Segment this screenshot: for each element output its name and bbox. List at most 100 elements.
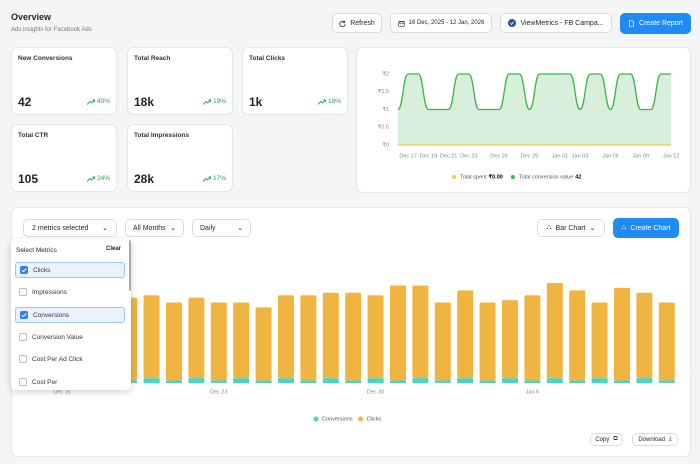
x-tick-label: Dec 17 — [399, 153, 416, 159]
bar-segment — [591, 302, 608, 379]
create-chart-button[interactable]: ⛬ Create Chart — [613, 218, 679, 238]
icon — [397, 20, 405, 27]
y-tick-label: ₹1.5 — [378, 88, 389, 95]
menu-item[interactable]: Conversion Value — [15, 330, 125, 346]
x-tick-label: Jan 01 — [552, 153, 569, 159]
bar-segment — [658, 380, 675, 383]
bar-segment — [569, 380, 586, 383]
bar-segment — [479, 302, 496, 381]
account-button[interactable]: ViewMetrics - FB Campa... — [500, 13, 612, 33]
bar-segment — [278, 295, 294, 379]
bar-segment — [188, 378, 205, 383]
bar-segment — [255, 380, 272, 383]
bar-segment — [434, 302, 451, 381]
bar-segment — [367, 378, 384, 383]
menu-item[interactable]: Cost Per Ad Click — [15, 352, 125, 368]
line — [397, 73, 672, 111]
x-tick-label: Dec 30 — [367, 389, 384, 395]
x-tick-label: Dec 23 — [210, 389, 227, 395]
refresh-button[interactable]: Refresh — [332, 13, 382, 33]
bar-segment — [569, 290, 586, 381]
menu-item[interactable]: Impressions — [15, 285, 125, 301]
legend-value: ₹0.00 — [489, 173, 503, 180]
stat-label: Total Reach — [134, 55, 171, 62]
button-label: Create Report — [639, 20, 683, 27]
stat-change: 18% — [317, 98, 341, 105]
menu-item[interactable]: Clicks — [15, 262, 125, 278]
bar-segment — [188, 297, 205, 379]
bar-segment — [233, 378, 250, 383]
bar-segment — [658, 302, 675, 381]
bar-segment — [546, 283, 563, 379]
stat-label: Total Impressions — [134, 132, 190, 139]
checkbox — [19, 355, 27, 364]
x-tick-label: Dec 19 — [420, 153, 437, 159]
stat-card: Total Reach 18k 19% — [127, 47, 233, 115]
chevron: ⌄ — [102, 225, 108, 232]
stat-card: Total CTR 105 24% — [11, 124, 117, 192]
scrollbar — [129, 239, 131, 291]
bar-segment — [502, 300, 518, 379]
clear-button[interactable]: Clear — [105, 246, 121, 252]
menu-item-label: Impressions — [32, 288, 68, 296]
legend-label: Total spent — [460, 174, 487, 180]
x-tick-label: Dec 21 — [440, 153, 457, 159]
change-label: 18% — [327, 98, 341, 105]
menu-title: Select Metrics — [16, 247, 57, 254]
stat-label: Total Clicks — [249, 55, 286, 62]
menu-item[interactable]: Cost Per — [15, 375, 125, 390]
bar-segment — [457, 378, 474, 383]
stat-change: 40% — [86, 98, 110, 105]
metric-menu: Select Metrics Clear Clicks Impressions Co… — [11, 239, 131, 390]
months-select[interactable]: All Months ⌄ — [125, 219, 184, 237]
bar-segment — [412, 378, 429, 383]
bar-segment — [524, 380, 541, 383]
select-label: 2 metrics selected — [32, 224, 89, 232]
stat-card: Total Clicks 1k 18% — [242, 47, 348, 115]
bar-segment — [502, 378, 518, 383]
create-report-button[interactable]: Create Report — [620, 13, 691, 34]
area-fill — [398, 74, 672, 145]
y-tick-label: ₹0.5 — [378, 124, 389, 131]
bar-segment — [322, 292, 339, 379]
menu-item[interactable]: Conversions — [15, 307, 125, 324]
interval-select[interactable]: Daily ⌄ — [192, 219, 251, 237]
legend-value: 42 — [575, 174, 581, 180]
metrics-select[interactable]: 2 metrics selected ⌄ — [23, 219, 117, 237]
bar-segment — [390, 380, 406, 383]
bar-segment — [233, 302, 250, 379]
change-label: 17% — [212, 175, 226, 182]
stat-value: 105 — [18, 172, 39, 186]
download-button[interactable]: Download ⤓ — [632, 433, 678, 446]
chevron: ⌄ — [589, 225, 596, 232]
button-label: Refresh — [350, 19, 375, 27]
bar-segment — [367, 295, 384, 379]
select-label: Bar Chart — [555, 224, 586, 232]
select-label: All Months — [133, 224, 166, 232]
page-title: Overview — [11, 12, 52, 22]
stat-card: Total Impressions 28k 17% — [127, 124, 233, 192]
bar-segment — [300, 380, 317, 383]
icon: ⛬ — [621, 224, 627, 231]
legend-marker — [358, 416, 364, 422]
stat-label: New Conversions — [18, 55, 73, 62]
chart-type-select[interactable]: ⛬ Bar Chart ⌄ — [537, 219, 605, 237]
date-range-button[interactable]: 16 Dec, 2025 - 12 Jan, 2026 — [390, 13, 492, 33]
copy-button[interactable]: Copy ⧉ — [590, 433, 623, 446]
bar-segment — [322, 378, 339, 383]
check-icon — [21, 268, 27, 273]
bar-segment — [591, 378, 608, 383]
change-label: 19% — [212, 98, 226, 105]
legend-marker — [452, 175, 456, 179]
trend-icon — [86, 99, 95, 105]
chevron: ⌄ — [237, 225, 243, 232]
bar-segment — [166, 380, 182, 383]
button-label: Copy — [595, 436, 610, 443]
legend-label: Clicks — [367, 416, 382, 422]
chart-card — [356, 47, 691, 193]
menu-item-label: Clicks — [33, 267, 51, 274]
legend-label: Conversions — [322, 416, 353, 422]
page-subtitle: Ads insights for Facebook Ads — [11, 27, 92, 33]
